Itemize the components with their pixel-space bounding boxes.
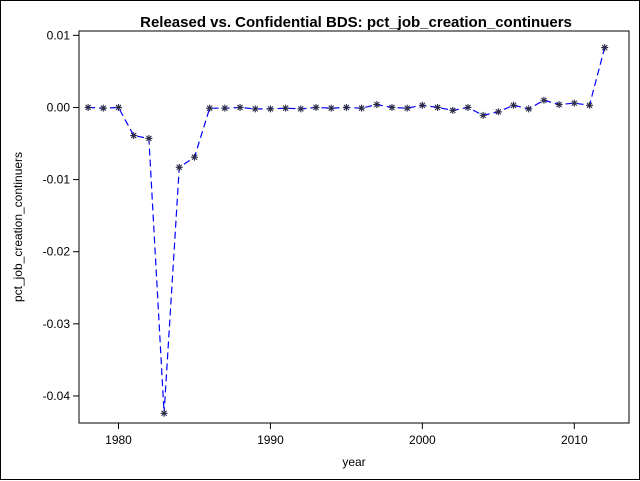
data-point xyxy=(251,105,259,113)
y-tick-label: -0.01 xyxy=(43,173,71,187)
data-point xyxy=(145,134,153,142)
data-point xyxy=(297,105,305,113)
data-point xyxy=(221,104,229,112)
data-point xyxy=(115,103,123,111)
y-tick-label: -0.03 xyxy=(43,317,71,331)
data-point xyxy=(312,103,320,111)
data-point xyxy=(434,103,442,111)
data-point xyxy=(99,104,107,112)
data-point xyxy=(236,103,244,111)
y-tick-label: 0.00 xyxy=(47,100,71,114)
data-point xyxy=(449,106,457,114)
data-point xyxy=(479,111,487,119)
y-tick-label: -0.04 xyxy=(43,389,71,403)
y-axis: 0.01 0.00 -0.01 -0.02 -0.03 -0.04 xyxy=(43,28,79,403)
data-point xyxy=(494,108,502,116)
data-point xyxy=(601,44,609,52)
x-tick-label: 1980 xyxy=(105,433,132,447)
data-point xyxy=(130,132,138,140)
data-point xyxy=(358,104,366,112)
data-point xyxy=(175,163,183,171)
data-point xyxy=(266,105,274,113)
data-point xyxy=(570,99,578,107)
data-point xyxy=(160,409,168,417)
series-markers xyxy=(84,44,609,417)
y-axis-label: pct_job_creation_continuers xyxy=(11,152,25,302)
data-point xyxy=(540,96,548,104)
x-axis: 1980 1990 2000 2010 xyxy=(105,423,588,447)
x-tick-label: 2000 xyxy=(409,433,436,447)
data-point xyxy=(555,101,563,109)
data-point xyxy=(373,101,381,109)
data-point xyxy=(327,104,335,112)
chart-title: Released vs. Confidential BDS: pct_job_c… xyxy=(140,14,572,31)
x-tick-label: 2010 xyxy=(561,433,588,447)
data-point xyxy=(418,101,426,109)
x-axis-label: year xyxy=(342,455,365,469)
data-point xyxy=(510,101,518,109)
data-point xyxy=(282,104,290,112)
series-line xyxy=(88,47,606,414)
data-point xyxy=(585,101,593,109)
plot-area xyxy=(78,30,630,424)
data-point xyxy=(342,103,350,111)
data-point xyxy=(190,153,198,161)
data-point xyxy=(84,103,92,111)
data-point xyxy=(206,104,214,112)
data-point xyxy=(403,104,411,112)
data-point xyxy=(464,103,472,111)
y-tick-label: -0.02 xyxy=(43,245,71,259)
x-tick-label: 1990 xyxy=(257,433,284,447)
y-tick-label: 0.01 xyxy=(47,28,71,42)
data-point xyxy=(388,103,396,111)
data-point xyxy=(525,105,533,113)
